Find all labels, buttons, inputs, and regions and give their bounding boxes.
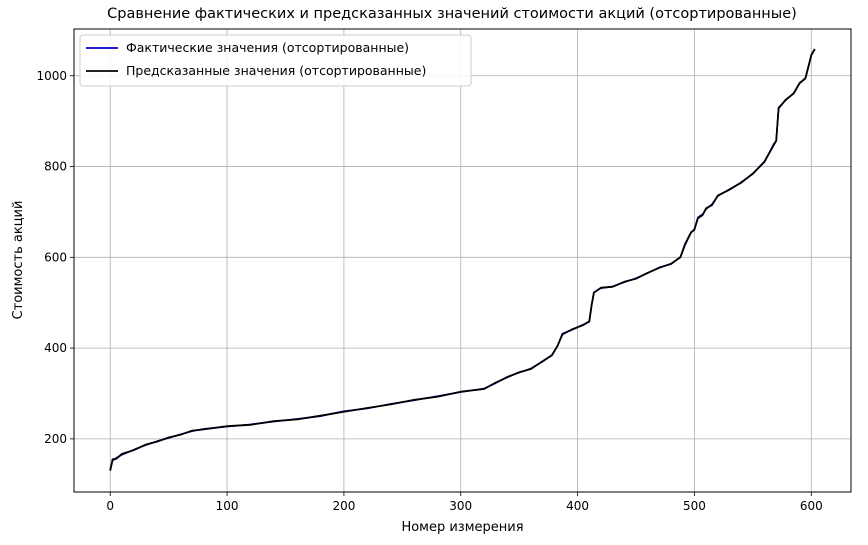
x-tick-label: 400	[566, 499, 589, 513]
y-tick-label: 200	[44, 432, 67, 446]
x-tick-label: 300	[449, 499, 472, 513]
legend-label-predicted: Предсказанные значения (отсортированные)	[126, 63, 426, 78]
legend-box	[79, 34, 472, 87]
x-tick-label: 200	[332, 499, 355, 513]
grid-layer	[74, 29, 851, 492]
x-axis-label: Номер измерения	[401, 520, 523, 535]
x-tick-label: 100	[216, 499, 239, 513]
y-axis-label: Стоимость акций	[11, 201, 26, 320]
legend-label-actual: Фактические значения (отсортированные)	[126, 40, 409, 55]
actual-series-line	[109, 48, 816, 470]
x-axis-ticks: 0 100 200 300 400 500 600	[106, 492, 823, 513]
chart-title: Сравнение фактических и предсказанных зн…	[107, 6, 797, 22]
plot-frame	[73, 28, 852, 493]
predicted-series-line	[109, 48, 816, 471]
x-tick-label: 500	[683, 499, 706, 513]
y-tick-label: 400	[44, 341, 67, 355]
legend: Фактические значения (отсортированные) П…	[79, 34, 472, 87]
y-tick-label: 800	[44, 160, 67, 174]
y-tick-label: 1000	[36, 69, 67, 83]
y-tick-label: 600	[44, 250, 67, 264]
x-tick-label: 0	[106, 499, 114, 513]
x-tick-label: 600	[800, 499, 823, 513]
y-axis-ticks: 200 400 600 800 1000	[36, 69, 74, 446]
series-layer	[109, 48, 816, 471]
